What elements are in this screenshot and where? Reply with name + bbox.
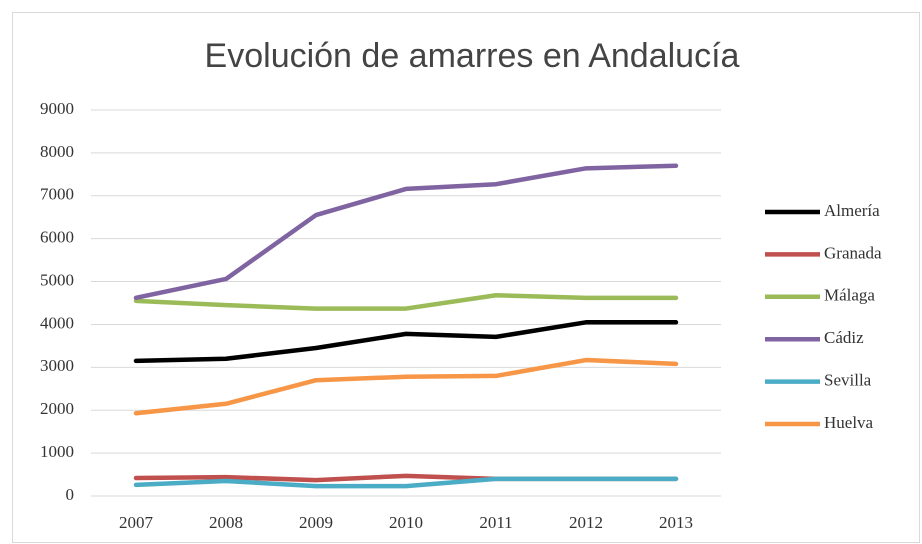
y-tick-label: 5000 <box>40 270 74 289</box>
y-tick-label: 3000 <box>40 356 74 375</box>
y-tick-label: 4000 <box>40 313 74 332</box>
y-tick-label: 6000 <box>40 228 74 247</box>
y-tick-label: 9000 <box>40 99 74 118</box>
legend-label: Sevilla <box>824 371 872 390</box>
x-tick-label: 2011 <box>479 513 512 532</box>
x-tick-label: 2010 <box>389 513 423 532</box>
y-tick-label: 8000 <box>40 142 74 161</box>
legend-label: Granada <box>824 243 882 262</box>
chart-title: Evolución de amarres en Andalucía <box>205 37 740 75</box>
series-line <box>133 357 679 416</box>
legend-label: Cádiz <box>824 328 864 347</box>
legend-label: Huelva <box>824 413 874 432</box>
series-line <box>133 163 679 301</box>
y-tick-label: 7000 <box>40 185 74 204</box>
series-line <box>133 320 679 364</box>
x-tick-label: 2013 <box>659 513 693 532</box>
x-tick-label: 2008 <box>209 513 243 532</box>
x-tick-label: 2009 <box>299 513 333 532</box>
legend-label: Almería <box>824 201 880 220</box>
y-tick-label: 1000 <box>40 442 74 461</box>
legend-label: Málaga <box>824 286 875 305</box>
series-line <box>133 476 679 489</box>
x-tick-label: 2007 <box>119 513 154 532</box>
chart-frame <box>12 12 920 543</box>
x-tick-label: 2012 <box>569 513 603 532</box>
series-line <box>133 293 679 311</box>
y-tick-label: 0 <box>66 485 75 504</box>
y-tick-label: 2000 <box>40 399 74 418</box>
